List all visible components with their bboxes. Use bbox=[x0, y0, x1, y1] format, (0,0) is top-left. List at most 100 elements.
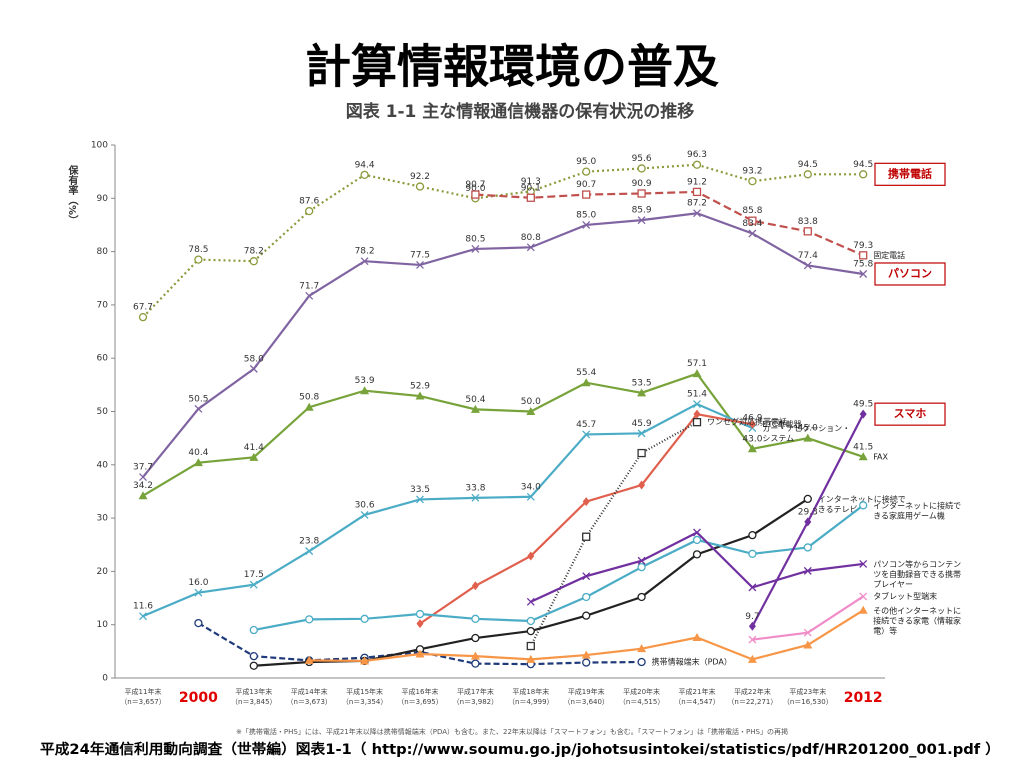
marker bbox=[582, 167, 591, 176]
marker bbox=[581, 650, 591, 659]
data-label: 57.1 bbox=[687, 359, 707, 369]
marker bbox=[360, 386, 370, 395]
marker bbox=[471, 659, 480, 668]
marker bbox=[637, 388, 647, 397]
marker bbox=[139, 612, 147, 621]
y-tick-label: 50 bbox=[97, 407, 109, 417]
y-tick-label: 70 bbox=[97, 300, 109, 310]
marker bbox=[692, 160, 702, 169]
marker bbox=[804, 517, 812, 527]
year-mark: 2000 bbox=[179, 690, 218, 706]
data-label: 43.0 bbox=[742, 434, 762, 444]
series-line bbox=[529, 421, 698, 647]
marker bbox=[470, 651, 480, 660]
x-tick-label: 平成20年末 bbox=[623, 687, 660, 696]
marker bbox=[803, 170, 812, 179]
marker bbox=[803, 433, 813, 442]
marker bbox=[138, 491, 148, 500]
data-label: 90.9 bbox=[632, 179, 652, 189]
y-tick-label: 20 bbox=[97, 567, 109, 577]
marker bbox=[859, 559, 868, 568]
year-mark: 2012 bbox=[844, 690, 883, 706]
data-label: 83.4 bbox=[742, 219, 762, 229]
x-tick-label: 平成14年末 bbox=[291, 687, 328, 696]
data-label: 55.4 bbox=[576, 368, 596, 378]
marker bbox=[416, 260, 424, 269]
series-line bbox=[142, 402, 753, 618]
data-label: 93.2 bbox=[742, 167, 762, 177]
marker bbox=[637, 216, 646, 225]
marker bbox=[360, 510, 369, 519]
marker bbox=[859, 270, 868, 278]
x-tick-label: 平成19年末 bbox=[568, 687, 605, 696]
marker bbox=[415, 649, 425, 658]
data-label: 29.3 bbox=[798, 507, 818, 517]
data-label: 77.4 bbox=[798, 251, 818, 261]
footnote: ※「携帯電話・PHS」には、平成21年末以降は携帯情報端末（PDA）も含む。また… bbox=[236, 727, 788, 736]
data-label: 95.6 bbox=[632, 154, 652, 164]
marker bbox=[748, 177, 757, 186]
data-label: 80.8 bbox=[521, 233, 541, 243]
data-label: 83.8 bbox=[798, 217, 818, 227]
marker bbox=[526, 616, 535, 626]
x-sample-size: （n＝3,354） bbox=[342, 698, 387, 706]
marker bbox=[194, 618, 203, 628]
marker bbox=[360, 170, 369, 179]
data-label: 75.8 bbox=[853, 259, 873, 269]
y-tick-label: 10 bbox=[97, 620, 109, 630]
marker bbox=[748, 229, 757, 238]
marker bbox=[858, 605, 868, 614]
data-label: 91.3 bbox=[521, 177, 541, 187]
data-label: 90.0 bbox=[465, 184, 485, 194]
marker bbox=[249, 452, 259, 461]
marker bbox=[803, 566, 812, 575]
marker bbox=[305, 291, 314, 300]
marker bbox=[305, 615, 314, 624]
data-label: 78.2 bbox=[355, 247, 375, 257]
slide-title: 計算情報環境の普及 bbox=[305, 40, 719, 94]
marker bbox=[471, 581, 479, 591]
x-tick-label: 平成22年末 bbox=[734, 687, 771, 696]
marker bbox=[526, 654, 536, 663]
marker bbox=[582, 532, 591, 541]
data-label: 53.5 bbox=[632, 378, 652, 388]
data-label: 33.8 bbox=[465, 483, 485, 493]
marker bbox=[249, 257, 258, 266]
marker bbox=[138, 313, 148, 322]
marker bbox=[526, 626, 535, 636]
data-label: 45.7 bbox=[576, 420, 596, 430]
legend-box bbox=[874, 262, 946, 286]
x-tick-label: 平成17年末 bbox=[457, 687, 494, 696]
data-label: 67.7 bbox=[133, 303, 153, 313]
data-label: 52.9 bbox=[410, 382, 430, 392]
marker bbox=[637, 556, 646, 565]
marker bbox=[416, 495, 424, 504]
data-label: 94.4 bbox=[355, 160, 375, 170]
marker bbox=[859, 251, 868, 260]
legend-label: パソコン bbox=[888, 267, 932, 280]
data-label: 53.9 bbox=[355, 376, 375, 386]
data-label: 78.2 bbox=[244, 247, 264, 257]
marker bbox=[637, 657, 646, 667]
marker bbox=[803, 494, 812, 504]
data-label: 11.6 bbox=[133, 602, 153, 612]
data-label: 34.2 bbox=[133, 481, 153, 491]
marker bbox=[415, 609, 425, 619]
marker bbox=[305, 547, 314, 556]
data-label: 45.0 bbox=[798, 424, 818, 434]
x-sample-size: （n＝3,982） bbox=[453, 698, 498, 706]
data-label: 94.5 bbox=[798, 160, 818, 170]
marker bbox=[692, 418, 702, 427]
data-label: 51.4 bbox=[687, 390, 707, 400]
marker bbox=[360, 614, 369, 623]
marker bbox=[748, 621, 756, 631]
series-line bbox=[142, 212, 864, 478]
marker bbox=[249, 580, 258, 589]
marker bbox=[582, 190, 591, 199]
marker bbox=[637, 562, 646, 572]
marker bbox=[416, 619, 424, 629]
x-sample-size: （n＝3,845） bbox=[231, 698, 276, 706]
source: 平成24年通信利用動向調査（世帯編）図表1-1（ http://www.soum… bbox=[40, 741, 1000, 758]
legend-label: パソコン等からコンテンツを自動録音できる携帯プレイヤー bbox=[873, 558, 961, 588]
marker bbox=[637, 448, 646, 458]
